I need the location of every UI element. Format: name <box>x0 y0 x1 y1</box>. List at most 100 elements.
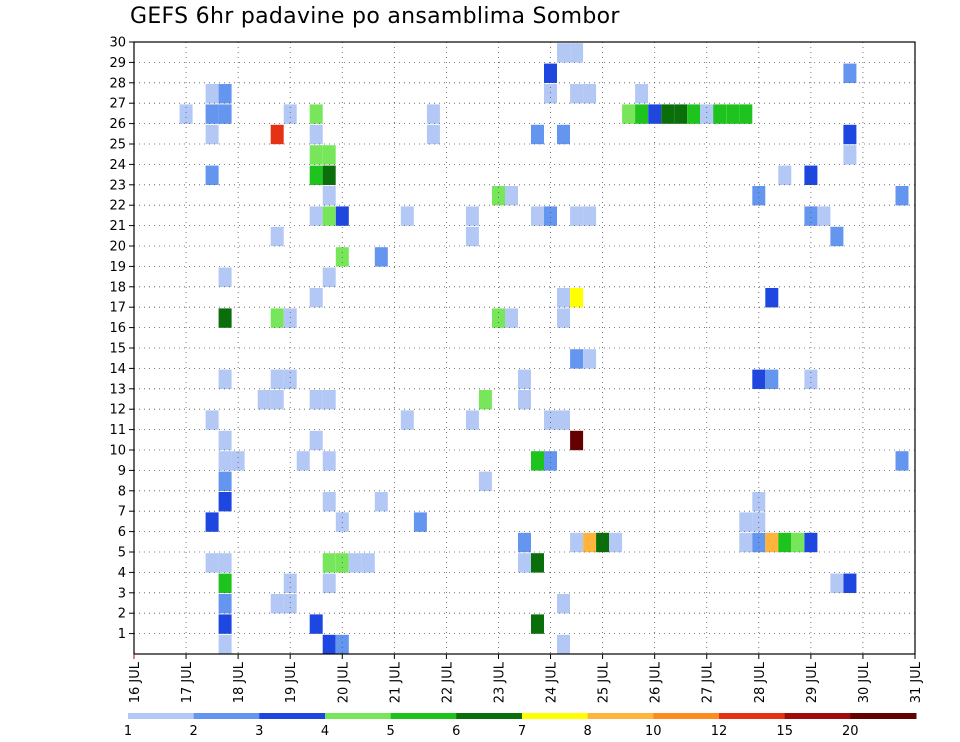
heatmap-cell <box>309 288 323 308</box>
heatmap-cell <box>322 267 336 287</box>
y-tick-label: 17 <box>109 301 126 316</box>
heatmap-cell <box>205 165 219 185</box>
y-tick-label: 11 <box>109 423 126 438</box>
y-tick-label: 3 <box>118 586 126 601</box>
heatmap-cell <box>700 104 714 124</box>
legend-swatch <box>784 713 851 719</box>
heatmap-cell <box>817 206 831 226</box>
heatmap-cell <box>609 532 623 553</box>
y-tick-label: 1 <box>118 627 126 642</box>
x-tick-label: 16 JUL <box>128 661 143 703</box>
heatmap-cell <box>557 124 570 145</box>
heatmap-cell <box>270 390 284 410</box>
heatmap-cell <box>322 165 336 185</box>
heatmap-cell <box>270 226 284 247</box>
y-tick-label: 15 <box>109 342 126 357</box>
heatmap-cell <box>465 226 479 247</box>
legend-label: 7 <box>518 724 526 739</box>
heatmap-cell <box>674 104 688 124</box>
y-tick-label: 24 <box>109 158 126 173</box>
heatmap-cell <box>283 308 297 328</box>
heatmap-cell <box>635 84 649 104</box>
legend-swatch <box>587 713 654 719</box>
heatmap-cell <box>895 451 909 471</box>
legend-swatch <box>128 713 195 719</box>
heatmap-cell <box>218 471 232 491</box>
grid-lines <box>134 41 915 654</box>
heatmap-cell <box>218 430 232 451</box>
heatmap-cell <box>648 104 662 124</box>
heatmap-cell <box>465 410 479 430</box>
heatmap-cell <box>570 532 584 553</box>
legend-label: 5 <box>387 724 395 739</box>
y-tick-label: 18 <box>109 280 126 295</box>
heatmap-cell <box>895 186 909 206</box>
x-tick-label: 21 JUL <box>388 661 403 703</box>
x-axis: 16 JUL 17 JUL 18 JUL 19 JUL 20 JUL 21 JUL 22 J… <box>128 654 924 703</box>
y-tick-label: 27 <box>109 97 126 112</box>
heatmap-cell <box>765 288 779 308</box>
heatmap-cell <box>544 206 557 226</box>
heatmap-cell <box>557 410 570 430</box>
x-tick-label: 19 JUL <box>284 661 299 703</box>
heatmap-cell <box>400 206 414 226</box>
legend-swatch <box>390 713 457 719</box>
heatmap-cell <box>309 104 323 124</box>
heatmap-cell <box>426 104 440 124</box>
heatmap-cell <box>713 104 727 124</box>
heatmap-cell <box>804 206 818 226</box>
legend-label: 3 <box>255 724 263 739</box>
heatmap-cell <box>791 532 805 553</box>
heatmap-cell <box>622 104 636 124</box>
heatmap-cell <box>270 124 284 145</box>
y-tick-label: 28 <box>109 76 126 91</box>
heatmap-cell <box>570 430 584 451</box>
legend-label: 8 <box>584 724 592 739</box>
heatmap-cell <box>270 369 284 389</box>
heatmap-cell <box>374 492 388 512</box>
y-tick-label: 5 <box>118 546 126 561</box>
heatmap-cell <box>518 369 531 389</box>
heatmap-cell <box>492 308 505 328</box>
heatmap-cell <box>544 410 557 430</box>
heatmap-cell <box>557 634 570 655</box>
x-tick-label: 23 JUL <box>492 661 507 703</box>
y-tick-label: 16 <box>109 321 126 336</box>
heatmap-cell <box>765 369 779 389</box>
y-tick-label: 26 <box>109 117 126 132</box>
heatmap-cell <box>544 451 557 471</box>
heatmap-cell <box>583 84 597 104</box>
heatmap-cell <box>492 186 505 206</box>
heatmap-cell <box>218 573 232 593</box>
heatmap-cell <box>570 206 584 226</box>
heatmap-cell <box>335 206 349 226</box>
legend-label: 15 <box>776 724 793 739</box>
y-tick-label: 14 <box>109 362 126 377</box>
y-tick-label: 23 <box>109 178 126 193</box>
heatmap-cell <box>218 267 232 287</box>
x-tick-label: 30 JUL <box>857 661 872 703</box>
y-tick-label: 19 <box>109 260 126 275</box>
heatmap-cell <box>804 369 818 389</box>
y-tick-label: 6 <box>118 525 126 540</box>
heatmap-cell <box>218 634 232 655</box>
heatmap-cell <box>218 451 232 471</box>
heatmap-cell <box>205 104 219 124</box>
heatmap-cell <box>309 165 323 185</box>
heatmap-cell <box>739 532 753 553</box>
heatmap-cell <box>752 492 766 512</box>
heatmap-cell <box>570 43 584 63</box>
heatmap-cell <box>348 553 362 573</box>
heatmap-cell <box>361 553 375 573</box>
heatmap-cell <box>557 43 570 63</box>
heatmap-cell <box>752 186 766 206</box>
legend-swatch <box>850 713 917 719</box>
legend-swatch <box>325 713 392 719</box>
heatmap-cell <box>570 288 584 308</box>
legend-label: 20 <box>842 724 859 739</box>
y-tick-label: 12 <box>109 403 126 418</box>
heatmap-cell <box>531 553 544 573</box>
heatmap-cell <box>583 349 597 369</box>
heatmap-cell <box>322 206 336 226</box>
